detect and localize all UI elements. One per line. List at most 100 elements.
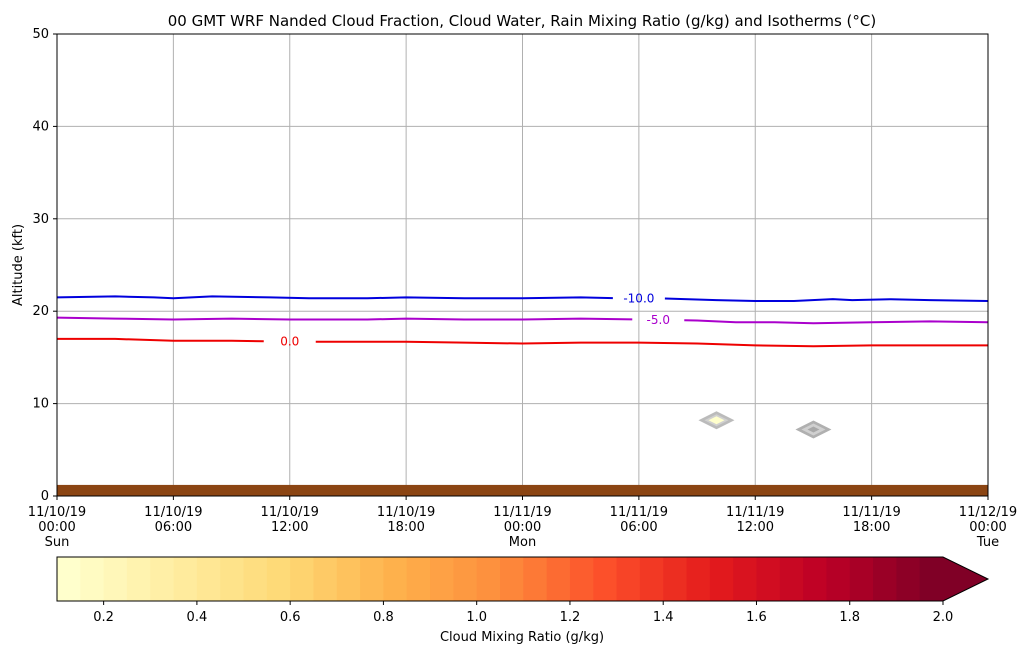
colorbar-segment <box>220 557 245 601</box>
colorbar-segment <box>476 557 501 601</box>
x-tick-label: 18:00 <box>853 520 890 535</box>
colorbar-outline <box>56 556 990 602</box>
isotherm-label: -10.0 <box>623 291 654 305</box>
y-tick-label: 20 <box>32 304 49 319</box>
colorbar-tick-label: 2.0 <box>933 610 954 625</box>
y-tick-label: 50 <box>32 27 49 42</box>
x-tick-label: 00:00 <box>504 520 541 535</box>
x-tick-label: 12:00 <box>737 520 774 535</box>
colorbar-segment <box>360 557 385 601</box>
colorbar-segment <box>569 557 594 601</box>
colorbar-segment <box>826 557 851 601</box>
x-tick-label: 06:00 <box>620 520 657 535</box>
x-tick-label: 18:00 <box>387 520 424 535</box>
x-tick-label: 06:00 <box>155 520 192 535</box>
colorbar-segment <box>173 557 198 601</box>
x-tick-label: 11/10/19 <box>28 505 86 520</box>
colorbar-tick-label: 0.4 <box>187 610 208 625</box>
isotherm-line <box>56 295 613 300</box>
chart-title: 00 GMT WRF Nanded Cloud Fraction, Cloud … <box>168 12 877 30</box>
colorbar-tick-label: 1.8 <box>839 610 860 625</box>
colorbar-segment <box>523 557 548 601</box>
colorbar-segment <box>196 557 221 601</box>
colorbar-segment <box>430 557 454 601</box>
cloud-fraction-inner <box>807 426 820 433</box>
colorbar-tick-label: 1.4 <box>653 610 674 625</box>
y-axis-label: Altitude (kft) <box>11 224 26 306</box>
x-tick-label: 12:00 <box>271 520 308 535</box>
isotherm-lines: -10.0 -5.0 0.0 <box>56 291 989 349</box>
x-tick-label: 00:00 <box>38 520 75 535</box>
colorbar-segment <box>756 557 781 601</box>
isotherm-line <box>664 297 989 303</box>
colorbar-segment <box>453 557 478 601</box>
colorbar-segment <box>896 557 921 601</box>
colorbar-segment <box>500 557 524 601</box>
colorbar-segment <box>406 557 431 601</box>
isotherm-line <box>315 340 988 348</box>
colorbar-tick-label: 1.2 <box>560 610 581 625</box>
colorbar-segment <box>126 557 151 601</box>
colorbar-extend-arrow <box>943 557 988 601</box>
colorbar-label: Cloud Mixing Ratio (g/kg) <box>440 630 604 645</box>
x-tick-label: 00:00 <box>969 520 1006 535</box>
x-tick-label: 11/10/19 <box>144 505 202 520</box>
colorbar-segment <box>150 557 175 601</box>
grid <box>56 33 989 497</box>
x-axis-ticks: 11/10/1900:00Sun11/10/1906:0011/10/1912:… <box>28 496 1017 550</box>
y-tick-label: 40 <box>32 119 49 134</box>
cloud-patches <box>698 411 832 439</box>
colorbar-segment <box>336 557 361 601</box>
colorbar-segment <box>639 557 664 601</box>
colorbar-segment <box>779 557 804 601</box>
colorbar-tick-label: 0.6 <box>280 610 301 625</box>
colorbar-segment <box>733 557 758 601</box>
colorbar-segment <box>686 557 711 601</box>
colorbar-segment <box>103 557 128 601</box>
colorbar-segment <box>849 557 874 601</box>
colorbar-segment <box>546 557 571 601</box>
x-tick-label: Mon <box>509 535 536 550</box>
isotherm-line <box>57 337 264 343</box>
isotherm-label: 0.0 <box>280 335 299 349</box>
colorbar-segment <box>383 557 408 601</box>
colorbar-segment <box>663 557 688 601</box>
isotherm-label: -5.0 <box>647 313 670 327</box>
y-tick-label: 30 <box>32 212 49 227</box>
colorbar-segment <box>709 557 734 601</box>
y-tick-label: 10 <box>32 397 49 412</box>
y-tick-label: 0 <box>41 489 49 504</box>
cloud-water-patch <box>708 416 725 425</box>
isotherm-line <box>684 319 989 325</box>
colorbar-segment <box>243 557 268 601</box>
colorbar-segment <box>919 557 944 601</box>
x-tick-label: 11/11/19 <box>610 505 668 520</box>
colorbar-segment <box>803 557 828 601</box>
x-tick-label: 11/10/19 <box>261 505 319 520</box>
colorbar-tick-label: 0.8 <box>373 610 394 625</box>
colorbar-segment <box>290 557 315 601</box>
terrain-band <box>57 484 988 496</box>
x-tick-label: 11/12/19 <box>959 505 1017 520</box>
terrain-layer <box>57 484 988 496</box>
colorbar-tick-label: 1.0 <box>466 610 487 625</box>
colorbar-segment <box>873 557 897 601</box>
x-tick-label: Tue <box>976 535 999 550</box>
colorbar-segment <box>57 557 81 601</box>
x-tick-label: 11/11/19 <box>726 505 784 520</box>
isotherm-line <box>56 316 633 321</box>
x-tick-label: 11/11/19 <box>493 505 551 520</box>
x-tick-label: 11/10/19 <box>377 505 435 520</box>
colorbar-segment <box>266 557 291 601</box>
colorbar-segment <box>80 557 105 601</box>
colorbar: 0.2 0.4 0.6 0.8 1.0 1.2 1.4 1.6 1.8 2.0 <box>56 556 990 625</box>
colorbar-segment <box>313 557 338 601</box>
colorbar-tick-label: 0.2 <box>93 610 114 625</box>
x-tick-label: Sun <box>45 535 70 550</box>
x-tick-label: 11/11/19 <box>842 505 900 520</box>
colorbar-tick-label: 1.6 <box>746 610 767 625</box>
y-axis-ticks: 0 10 20 30 40 50 <box>32 27 57 504</box>
colorbar-segment <box>593 557 618 601</box>
colorbar-segment <box>616 557 641 601</box>
